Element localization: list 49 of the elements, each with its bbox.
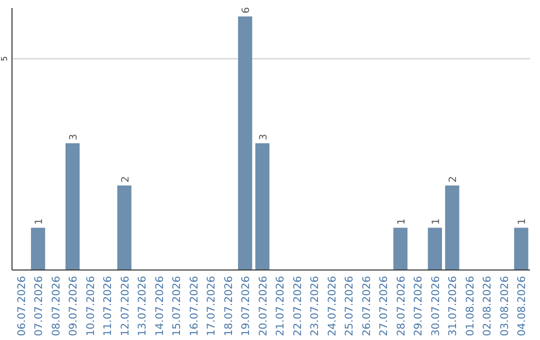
x-tick-label: 04.08.2026 xyxy=(516,276,528,336)
x-tick-label: 31.07.2026 xyxy=(447,276,460,336)
bar xyxy=(393,228,408,270)
x-tick-label: 19.07.2026 xyxy=(240,276,252,336)
x-tick-label: 10.07.2026 xyxy=(84,276,97,336)
data-label: 2 xyxy=(448,176,460,182)
data-label: 3 xyxy=(258,134,270,140)
x-tick-label: 24.07.2026 xyxy=(326,276,338,336)
x-tick-label: 06.07.2026 xyxy=(16,276,28,336)
x-tick-label: 30.07.2026 xyxy=(430,276,442,336)
x-tick-label: 29.07.2026 xyxy=(412,276,425,336)
x-tick-label: 22.07.2026 xyxy=(292,276,304,336)
bar xyxy=(428,228,442,270)
x-tick-label: 02.08.2026 xyxy=(482,276,494,336)
x-tick-label: 01.08.2026 xyxy=(464,276,476,336)
bar xyxy=(238,16,252,270)
data-label: 1 xyxy=(396,218,408,225)
y-tick-label: 5 xyxy=(0,56,9,62)
x-tick-label: 11.07.2026 xyxy=(102,276,114,336)
x-tick-label: 23.07.2026 xyxy=(309,276,322,336)
data-label: 3 xyxy=(68,134,80,140)
x-tick-label: 27.07.2026 xyxy=(378,276,390,336)
x-tick-label: 07.07.2026 xyxy=(33,276,46,336)
data-label: 6 xyxy=(241,7,252,14)
x-tick-label: 25.07.2026 xyxy=(344,276,356,336)
x-tick-label: 12.07.2026 xyxy=(119,276,132,336)
x-tick-label: 15.07.2026 xyxy=(171,276,184,336)
bar xyxy=(30,228,46,270)
data-label: 1 xyxy=(430,218,442,225)
x-tick-label: 18.07.2026 xyxy=(222,276,235,336)
x-tick-label: 03.08.2026 xyxy=(498,276,511,336)
x-tick-label: 16.07.2026 xyxy=(188,276,200,336)
x-tick-label: 20.07.2026 xyxy=(257,276,270,336)
x-tick-label: 26.07.2026 xyxy=(360,276,373,336)
x-tick-label: 08.07.2026 xyxy=(50,276,62,336)
data-label: 1 xyxy=(34,218,46,225)
bar xyxy=(514,228,528,270)
bar xyxy=(255,143,270,270)
x-tick-label: 28.07.2026 xyxy=(395,276,408,336)
bar xyxy=(445,185,460,270)
x-tick-label: 21.07.2026 xyxy=(274,276,287,336)
x-tick-label: 14.07.2026 xyxy=(154,276,166,336)
data-label: 1 xyxy=(517,218,528,225)
x-tick-label: 13.07.2026 xyxy=(136,276,149,336)
bar xyxy=(117,185,132,270)
data-label: 2 xyxy=(120,176,132,182)
x-tick-label: 09.07.2026 xyxy=(68,276,80,336)
x-tick-label: 17.07.2026 xyxy=(206,276,218,336)
bar xyxy=(65,143,80,270)
